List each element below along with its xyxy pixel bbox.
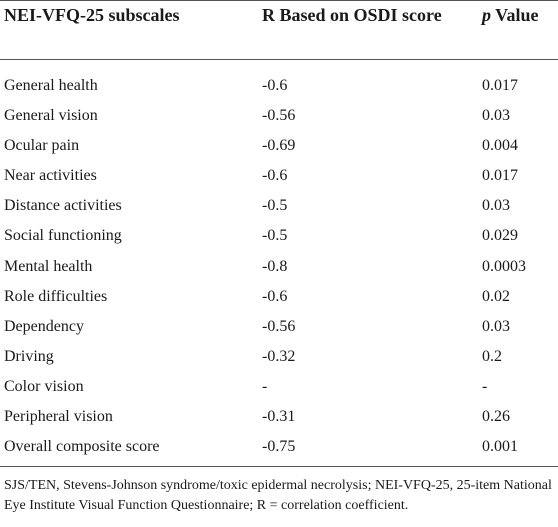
table-row: Near activities -0.6 0.017 (0, 166, 558, 196)
r-value-cell: -0.5 (262, 197, 288, 215)
r-value-cell: -0.6 (262, 287, 288, 305)
p-value-cell: 0.02 (482, 287, 510, 305)
r-value-cell: -0.6 (262, 77, 288, 94)
p-value-cell: 0.26 (482, 408, 510, 426)
subscale-cell: Dependency (4, 317, 84, 335)
table-row: Peripheral vision -0.31 0.26 (0, 407, 558, 437)
header-value-word: Value (491, 5, 539, 25)
subscale-cell: Role difficulties (4, 287, 108, 305)
table-row: Distance activities -0.5 0.03 (0, 196, 558, 226)
table-bottom-rule (0, 466, 558, 467)
table-header-rule (0, 59, 558, 60)
table-row: Driving -0.32 0.2 (0, 347, 558, 377)
subscale-cell: Near activities (4, 167, 97, 185)
p-value-cell: 0.001 (482, 438, 518, 456)
table-row: Mental health -0.8 0.0003 (0, 257, 558, 287)
r-value-cell: -0.8 (262, 257, 288, 275)
p-value-cell: 0.029 (482, 227, 518, 245)
table-row: Dependency -0.56 0.03 (0, 317, 558, 347)
subscale-cell: Distance activities (4, 197, 122, 215)
r-value-cell: -0.75 (262, 438, 296, 456)
table-header-row: NEI-VFQ-25 subscales R Based on OSDI sco… (0, 4, 558, 54)
subscale-cell: Color vision (4, 377, 84, 395)
p-value-cell: 0.2 (482, 347, 502, 365)
table-footnote: SJS/TEN, Stevens-Johnson syndrome/toxic … (4, 478, 552, 513)
p-value-cell: 0.017 (482, 167, 518, 185)
table-row: Overall composite score -0.75 0.001 (0, 437, 558, 467)
p-value-cell: 0.0003 (482, 257, 526, 275)
subscale-cell: Mental health (4, 257, 93, 275)
table-top-rule (0, 0, 558, 1)
header-r-osdi: R Based on OSDI score (262, 5, 442, 25)
r-value-cell: -0.31 (262, 408, 296, 426)
subscale-cell: Peripheral vision (4, 408, 113, 426)
subscale-cell: Driving (4, 347, 54, 365)
p-value-cell: 0.03 (482, 197, 510, 215)
r-value-cell: -0.56 (262, 107, 296, 125)
subscale-cell: General vision (4, 107, 98, 125)
table-body: General health -0.6 0.017 General vision -0.… (0, 76, 558, 467)
header-subscales: NEI-VFQ-25 subscales (4, 5, 180, 25)
table-row: Ocular pain -0.69 0.004 (0, 136, 558, 166)
subscale-cell: Social functioning (4, 227, 122, 245)
table-row: General health -0.6 0.017 (0, 76, 558, 106)
r-value-cell: -0.6 (262, 167, 288, 185)
table-row: General vision -0.56 0.03 (0, 106, 558, 136)
header-p-value: p Value (482, 4, 539, 26)
table-row: Color vision - - (0, 377, 558, 407)
p-value-cell: - (482, 377, 488, 395)
subscale-cell: Ocular pain (4, 137, 80, 155)
table-row: Social functioning -0.5 0.029 (0, 226, 558, 256)
table-row: Role difficulties -0.6 0.02 (0, 287, 558, 317)
subscale-cell: General health (4, 77, 98, 94)
r-value-cell: - (262, 377, 268, 395)
p-value-cell: 0.004 (482, 137, 518, 155)
r-value-cell: -0.5 (262, 227, 288, 245)
p-value-cell: 0.017 (482, 77, 518, 94)
r-value-cell: -0.32 (262, 347, 296, 365)
p-value-cell: 0.03 (482, 107, 510, 125)
r-value-cell: -0.56 (262, 317, 296, 335)
p-value-cell: 0.03 (482, 317, 510, 335)
header-p-letter: p (482, 5, 491, 25)
r-value-cell: -0.69 (262, 137, 296, 155)
subscale-cell: Overall composite score (4, 438, 160, 456)
